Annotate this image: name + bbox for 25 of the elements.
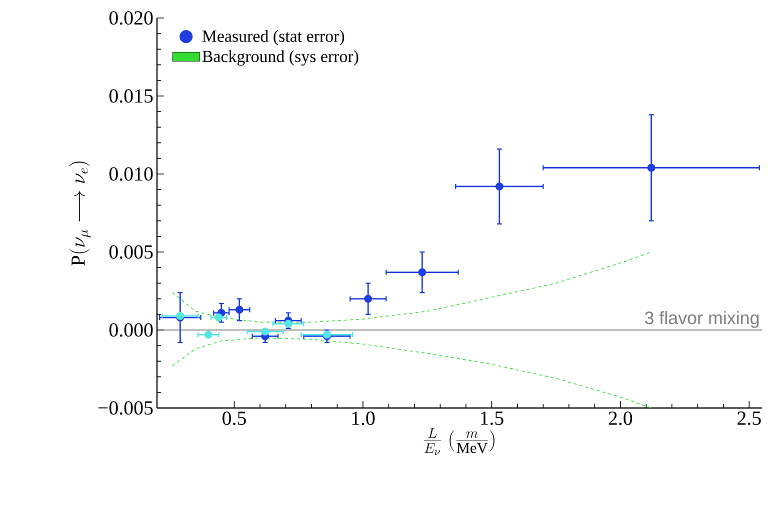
point: [647, 164, 656, 172]
y-tick-label: 0.020: [109, 11, 153, 25]
ref-line-label: 3 flavor mixing: [644, 311, 759, 328]
x-tick-label: 0.5: [222, 412, 246, 426]
y-tick-label: 0.005: [109, 245, 153, 259]
line-series: [172, 252, 652, 323]
point: [204, 330, 212, 339]
point: [261, 328, 270, 336]
point: [235, 306, 244, 314]
y-tick-label: 0.000: [109, 323, 153, 337]
y-tick-label: −0.005: [98, 401, 153, 415]
line-series: [172, 337, 652, 408]
x-axis-title: $\frac{L}{E_{\nu}}\;\Big(\frac{m}{\mathrm{MeV}}\Big)$: [424, 428, 494, 456]
x-tick-label: 2.5: [738, 412, 761, 425]
point: [495, 182, 504, 190]
legend-label: Background (sys error): [202, 50, 358, 66]
x-tick-label: 2.0: [608, 412, 632, 426]
point: [364, 294, 372, 303]
y-axis-title: $\mathrm{P}(\nu_{\mu}\longrightarrow\nu_{e})$: [69, 162, 91, 266]
point: [418, 268, 426, 276]
legend-label: Measured (stat error): [202, 30, 344, 46]
y-tick-label: 0.010: [109, 167, 153, 181]
y-tick-label: 0.015: [109, 89, 153, 103]
x-tick-label: 1.5: [480, 412, 504, 425]
x-tick-label: 1.0: [352, 412, 375, 426]
